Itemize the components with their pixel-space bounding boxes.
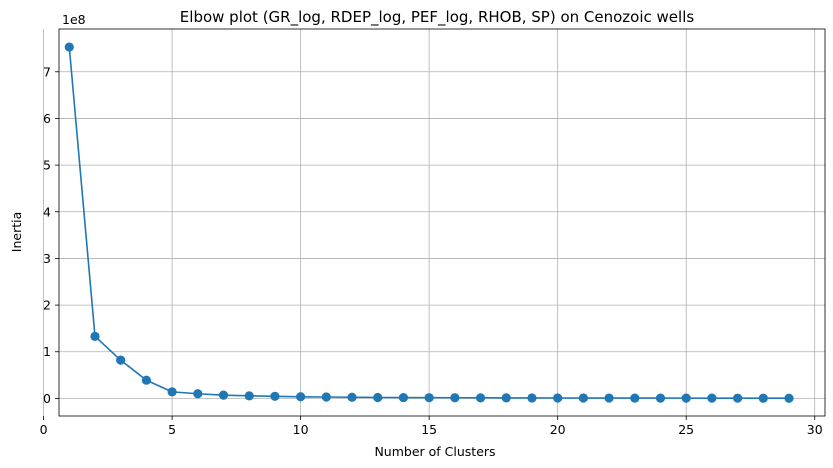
- x-tick-label: 20: [550, 422, 566, 437]
- y-axis-ticks: 0 1 2 3 4 5 6 7: [43, 64, 59, 406]
- x-tick-label: 30: [807, 422, 823, 437]
- series-inertia: [64, 42, 794, 403]
- data-point: [733, 393, 743, 403]
- data-point: [398, 392, 409, 403]
- data-point: [244, 391, 254, 401]
- x-tick-label: 15: [421, 422, 437, 437]
- data-point: [501, 393, 511, 403]
- x-tick-label: 0: [40, 422, 48, 437]
- data-point: [64, 42, 74, 52]
- data-point: [784, 393, 794, 403]
- data-point: [630, 393, 640, 403]
- x-tick-label: 25: [678, 422, 694, 437]
- data-point: [758, 393, 768, 403]
- data-point: [270, 391, 280, 401]
- data-point: [681, 393, 691, 403]
- data-point: [475, 393, 486, 403]
- chart-title: Elbow plot (GR_log, RDEP_log, PEF_log, R…: [180, 8, 695, 27]
- x-axis-ticks: 0 5 10 15 20 25 30: [40, 416, 823, 437]
- data-point: [655, 393, 666, 403]
- x-axis-label: Number of Clusters: [374, 444, 495, 459]
- y-tick-label: 7: [43, 64, 51, 79]
- data-point: [578, 393, 588, 403]
- y-tick-label: 4: [43, 204, 51, 219]
- y-axis-label: Inertia: [9, 212, 24, 252]
- data-point: [604, 393, 614, 403]
- data-point: [553, 393, 563, 403]
- data-point: [373, 392, 383, 403]
- y-offset-label: 1e8: [62, 12, 86, 27]
- x-tick-label: 10: [293, 422, 309, 437]
- data-point: [218, 390, 229, 400]
- data-point: [167, 387, 177, 397]
- y-tick-label: 5: [43, 158, 51, 173]
- data-point: [450, 393, 460, 403]
- data-point: [90, 331, 100, 341]
- y-tick-label: 3: [43, 251, 51, 266]
- axes-frame: [58, 28, 826, 417]
- y-tick-label: 6: [43, 111, 51, 126]
- data-point: [116, 355, 126, 365]
- y-tick-label: 2: [43, 298, 51, 313]
- data-point: [193, 389, 203, 399]
- y-tick-label: 0: [43, 391, 51, 406]
- data-point: [321, 392, 331, 402]
- data-point: [527, 393, 537, 403]
- data-point: [296, 392, 306, 402]
- data-point: [707, 393, 717, 403]
- data-point: [347, 392, 357, 402]
- data-point: [141, 375, 151, 385]
- plot-frame: [58, 28, 826, 417]
- grid: [43, 29, 825, 416]
- x-tick-label: 5: [168, 422, 176, 437]
- data-point: [424, 393, 434, 403]
- y-tick-label: 1: [43, 344, 51, 359]
